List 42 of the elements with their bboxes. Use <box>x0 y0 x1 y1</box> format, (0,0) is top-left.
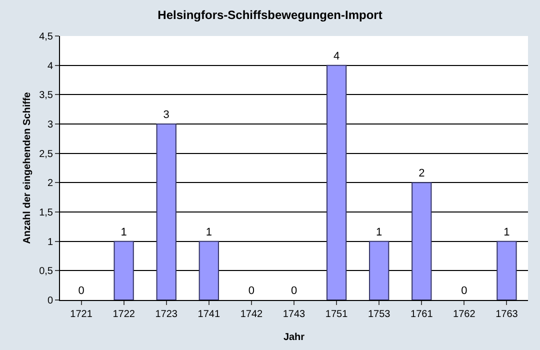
data-label: 1 <box>120 226 127 238</box>
y-axis-title: Anzahl der eingehenden Schiffe <box>22 92 33 244</box>
data-label: 0 <box>461 285 468 297</box>
y-tick-label: 2,5 <box>39 148 54 160</box>
bar <box>198 240 219 300</box>
x-tick-label: 1763 <box>496 309 518 320</box>
chart-title: Helsingfors-Schiffsbewegungen-Import <box>158 8 382 22</box>
data-label: 1 <box>376 226 382 238</box>
y-tick-label: 0 <box>47 296 54 306</box>
data-label: 0 <box>290 285 298 297</box>
x-tick-label: 1751 <box>325 309 348 320</box>
bar <box>369 240 390 300</box>
bar <box>496 240 517 300</box>
x-tick-label: 1761 <box>410 309 434 320</box>
data-label: 0 <box>248 285 255 297</box>
data-label: 0 <box>78 285 84 297</box>
bar <box>114 240 134 300</box>
x-axis-title: Jahr <box>283 332 305 343</box>
y-tick-label: 4,5 <box>39 32 54 42</box>
data-label: 2 <box>418 168 425 180</box>
y-tick-label: 3,5 <box>39 90 54 102</box>
x-tick-label: 1762 <box>453 309 476 320</box>
data-label: 4 <box>333 50 340 62</box>
y-tick-label: 0,5 <box>39 266 54 278</box>
x-tick-label: 1722 <box>112 309 136 320</box>
bar <box>326 64 347 300</box>
bar <box>412 182 432 300</box>
y-tick-label: 4 <box>47 60 54 72</box>
y-tick-label: 3 <box>47 120 54 130</box>
x-tick-label: 1753 <box>368 309 391 320</box>
y-tick-label: 1,5 <box>39 208 54 218</box>
x-tick-label: 1723 <box>155 309 178 320</box>
x-tick-label: 1741 <box>198 309 220 320</box>
bar <box>156 124 176 300</box>
x-tick-label: 1743 <box>282 309 306 320</box>
x-tick-label: 1742 <box>240 309 264 320</box>
x-tick-label: 1721 <box>70 309 93 320</box>
data-label: 1 <box>504 226 510 238</box>
data-label: 1 <box>206 226 212 238</box>
y-tick-label: 1 <box>47 236 54 248</box>
data-label: 3 <box>163 109 170 121</box>
y-tick-label: 2 <box>47 178 54 190</box>
